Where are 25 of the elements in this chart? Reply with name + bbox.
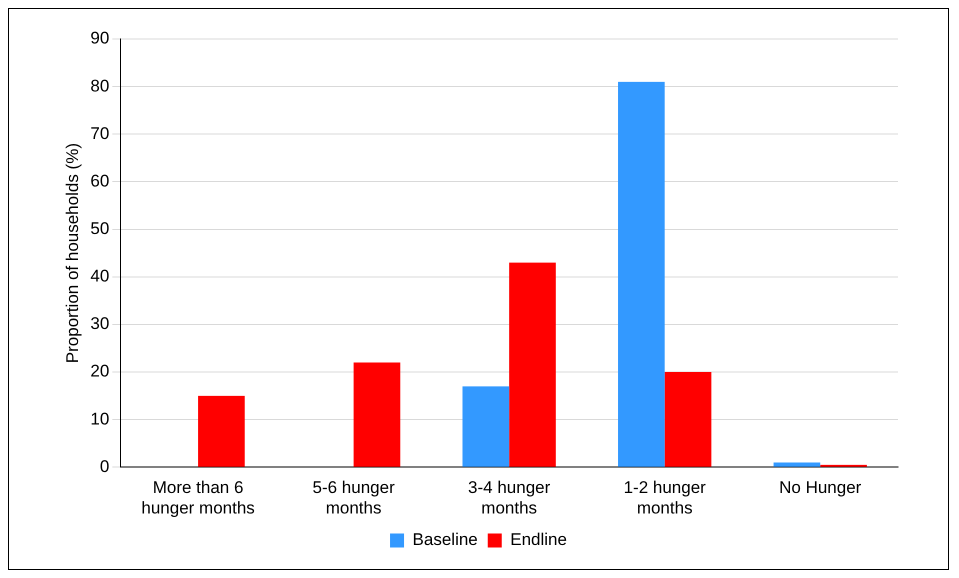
y-tick-label: 40 [90, 266, 110, 286]
bar [774, 462, 820, 467]
y-tick-label: 10 [90, 409, 110, 428]
legend-label: Endline [510, 530, 567, 550]
y-tick-label: 60 [90, 171, 110, 190]
y-tick-label: 20 [90, 362, 110, 381]
y-tick-label: 90 [90, 28, 110, 48]
legend-label: Baseline [412, 530, 478, 550]
y-tick-label: 70 [90, 124, 110, 143]
bar [198, 396, 245, 467]
y-tick-label: 80 [90, 76, 110, 96]
x-tick-label: No Hunger [779, 478, 862, 498]
y-tick-label: 0 [100, 456, 110, 476]
x-tick-label: More than 6 hunger months [141, 478, 255, 518]
x-tick-label: 5-6 hunger months [312, 478, 396, 518]
bar [664, 372, 712, 467]
bar [509, 262, 556, 467]
bar [354, 362, 400, 467]
y-tick-label: 30 [90, 314, 110, 334]
y-tick-label: 50 [90, 219, 110, 238]
x-tick-label: 1-2 hunger months [624, 478, 706, 518]
bar [618, 82, 665, 467]
y-axis-title: Proportion of households (%) [62, 143, 82, 364]
bar [462, 386, 510, 467]
x-tick-label: 3-4 hunger months [468, 478, 551, 518]
